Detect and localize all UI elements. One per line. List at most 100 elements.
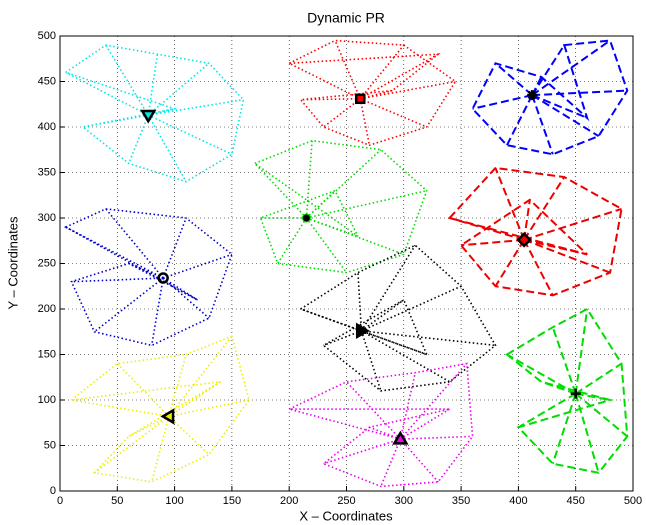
network-edges xyxy=(253,139,428,274)
network-link xyxy=(128,415,170,438)
network-link xyxy=(65,71,149,116)
network-link xyxy=(540,380,577,395)
network-link xyxy=(523,176,566,241)
x-tick-label: 50 xyxy=(111,495,123,507)
y-tick-label: 450 xyxy=(38,75,56,87)
network-link xyxy=(150,277,164,346)
network-link xyxy=(531,44,566,96)
network-link xyxy=(517,392,577,429)
network-link xyxy=(461,238,525,247)
network-link xyxy=(361,330,496,347)
y-tick-label: 0 xyxy=(50,485,56,497)
network-link xyxy=(532,89,628,97)
network-link xyxy=(359,53,439,100)
cluster-head xyxy=(160,408,175,425)
network-link xyxy=(93,277,164,333)
network-link xyxy=(506,94,534,146)
x-axis-label: X – Coordinates xyxy=(299,508,393,523)
network-link xyxy=(472,94,533,110)
x-tick-label: 350 xyxy=(452,495,470,507)
network-link xyxy=(531,94,588,119)
network-link xyxy=(147,62,210,116)
network-link xyxy=(306,217,359,237)
network-edges xyxy=(68,335,250,483)
network-link xyxy=(168,415,210,456)
network-link xyxy=(305,217,348,274)
network-link xyxy=(277,217,308,264)
cluster-head xyxy=(516,232,532,248)
y-tick-label: 350 xyxy=(38,166,56,178)
network-link xyxy=(162,217,187,279)
network-link xyxy=(323,330,362,347)
network-link xyxy=(575,362,623,395)
network-link xyxy=(345,381,401,440)
network-link xyxy=(305,190,336,219)
cluster-head xyxy=(157,272,169,284)
network-link xyxy=(168,399,250,418)
network-link xyxy=(105,44,149,116)
network-link xyxy=(574,393,600,474)
network-link xyxy=(494,62,533,96)
network-link xyxy=(360,299,405,332)
network-link xyxy=(574,308,589,394)
network-link xyxy=(168,354,187,417)
cluster-head xyxy=(355,93,366,105)
x-tick-label: 100 xyxy=(165,495,183,507)
network-link xyxy=(254,162,307,219)
y-tick-label: 150 xyxy=(38,348,56,360)
network-link xyxy=(506,353,577,395)
network-link xyxy=(494,167,526,241)
network-link xyxy=(305,140,313,219)
network-link xyxy=(380,438,402,487)
network-edges xyxy=(288,39,457,147)
network-link xyxy=(399,408,451,440)
network-link xyxy=(360,89,393,100)
network-link xyxy=(71,399,170,418)
network-link xyxy=(162,277,198,301)
network-link xyxy=(400,435,473,440)
network-link xyxy=(523,239,554,296)
network-link xyxy=(128,114,149,164)
network-link xyxy=(357,272,363,331)
network-link xyxy=(531,94,600,137)
network-link xyxy=(334,40,361,100)
network-link xyxy=(168,335,233,417)
y-tick-label: 200 xyxy=(38,303,56,315)
y-tick-label: 500 xyxy=(38,30,56,42)
x-tick-label: 250 xyxy=(337,495,355,507)
cluster-head xyxy=(527,90,538,101)
network-link xyxy=(148,98,244,116)
y-tick-label: 100 xyxy=(38,394,56,406)
network-link xyxy=(116,363,170,417)
network-link xyxy=(575,392,628,438)
cluster-head xyxy=(301,213,311,223)
network-link xyxy=(523,207,622,241)
x-tick-label: 300 xyxy=(395,495,413,507)
network-link xyxy=(551,393,577,465)
network-link xyxy=(323,438,401,465)
network-link xyxy=(531,39,611,96)
network-link xyxy=(575,392,611,401)
y-tick-label: 250 xyxy=(38,257,56,269)
network-edges xyxy=(288,362,474,488)
cluster-head xyxy=(570,388,581,399)
network-link xyxy=(369,426,401,440)
network-link xyxy=(300,308,362,332)
chart-title: Dynamic PR xyxy=(307,10,385,26)
x-tick-label: 150 xyxy=(223,495,241,507)
x-tick-label: 0 xyxy=(57,495,63,507)
network-link xyxy=(360,244,416,332)
cluster-head xyxy=(355,322,370,340)
cluster-head xyxy=(392,430,409,445)
network-link xyxy=(399,372,417,440)
y-tick-label: 50 xyxy=(44,439,56,451)
network-link xyxy=(105,208,164,279)
network-link xyxy=(360,330,382,392)
x-tick-label: 500 xyxy=(624,495,642,507)
network-link xyxy=(399,363,468,440)
network-link xyxy=(531,94,554,155)
plot-frame xyxy=(59,35,634,492)
y-axis-label: Y – Coordinates xyxy=(5,216,20,309)
